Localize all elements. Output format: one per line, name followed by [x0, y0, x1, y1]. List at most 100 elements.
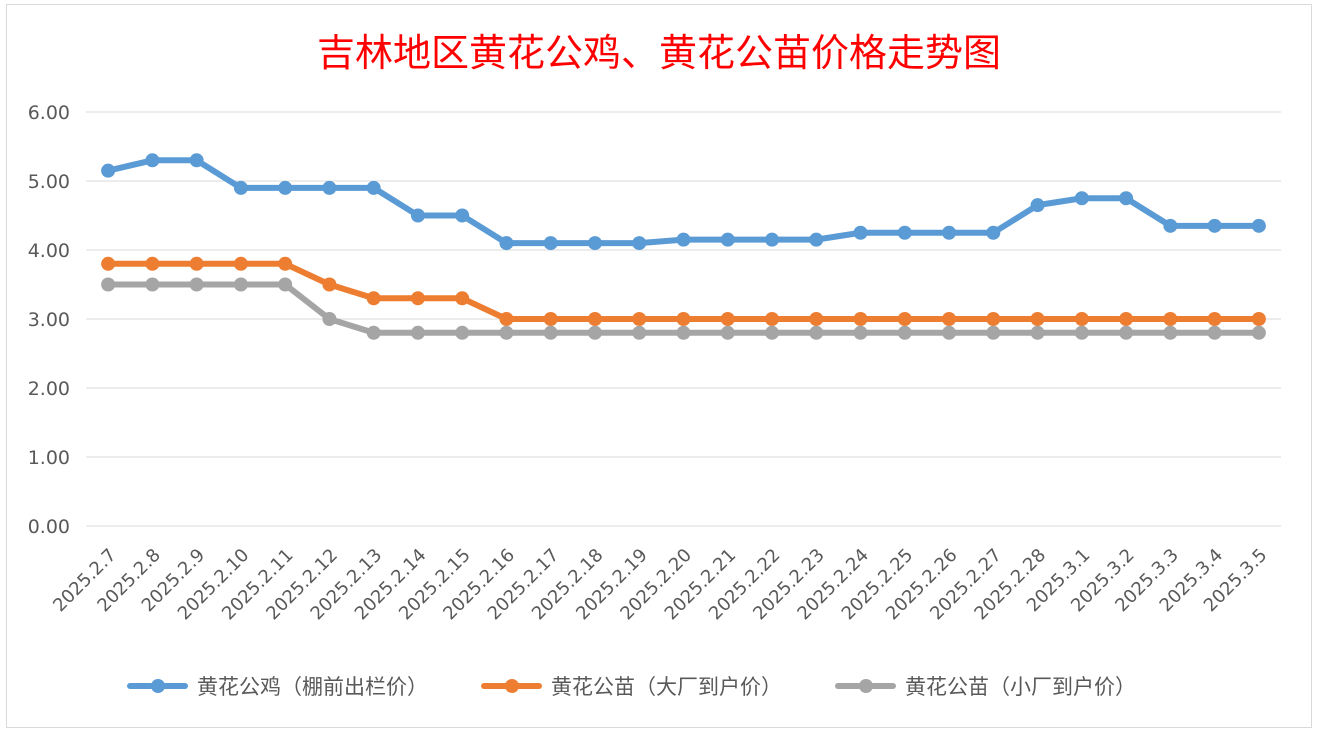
data-point: [322, 312, 337, 326]
chart-title: 吉林地区黄花公鸡、黄花公苗价格走势图: [316, 31, 1001, 75]
data-point: [765, 325, 780, 340]
y-tick-label: 1.00: [28, 447, 70, 469]
data-point: [145, 256, 160, 271]
data-point: [1207, 312, 1222, 326]
data-point: [809, 325, 824, 340]
data-point: [853, 225, 868, 240]
data-point: [986, 225, 1001, 240]
data-point: [986, 312, 1001, 326]
data-point: [632, 236, 647, 251]
series-1: [101, 153, 1266, 251]
data-point: [632, 325, 647, 340]
data-point: [410, 291, 425, 306]
data-point: [942, 325, 957, 340]
data-point: [366, 180, 381, 195]
data-point: [543, 312, 558, 326]
data-point: [145, 277, 160, 292]
data-point: [455, 208, 470, 223]
data-point: [1163, 312, 1178, 326]
data-point: [1074, 191, 1089, 206]
data-point: [101, 256, 116, 271]
data-point: [1074, 312, 1089, 326]
data-point: [809, 312, 824, 326]
y-tick-label: 5.00: [28, 171, 70, 193]
legend-marker: [505, 679, 519, 693]
x-axis: 2025.2.72025.2.82025.2.92025.2.102025.2.…: [49, 545, 1271, 625]
series-2: [101, 256, 1266, 326]
data-point: [101, 277, 116, 292]
data-point: [189, 153, 204, 168]
data-point: [897, 225, 912, 240]
data-point: [366, 291, 381, 306]
data-point: [145, 153, 160, 168]
chart-area: [6, 4, 1312, 728]
data-point: [455, 325, 470, 340]
data-point: [233, 180, 248, 195]
data-point: [499, 312, 514, 326]
data-point: [765, 312, 780, 326]
legend-label: 黄花公鸡（棚前出栏价）: [197, 675, 428, 699]
y-tick-label: 3.00: [28, 309, 70, 331]
data-point: [676, 232, 691, 247]
data-point: [366, 325, 381, 340]
data-point: [322, 277, 337, 292]
data-point: [1030, 325, 1045, 340]
series-3: [101, 277, 1266, 340]
data-point: [410, 325, 425, 340]
data-point: [410, 208, 425, 223]
data-point: [720, 232, 735, 247]
legend-label: 黄花公苗（大厂到户价）: [551, 675, 782, 699]
data-point: [278, 256, 293, 271]
data-point: [587, 312, 602, 326]
data-point: [720, 312, 735, 326]
data-point: [942, 225, 957, 240]
legend-item: 黄花公苗（小厂到户价）: [835, 675, 1136, 699]
data-point: [543, 236, 558, 251]
data-point: [676, 325, 691, 340]
legend-marker: [151, 679, 165, 693]
legend-item: 黄花公鸡（棚前出栏价）: [127, 675, 428, 699]
data-point: [189, 256, 204, 271]
data-point: [853, 312, 868, 326]
data-point: [1030, 312, 1045, 326]
data-point: [233, 256, 248, 271]
data-point: [278, 277, 293, 292]
data-point: [1163, 218, 1178, 233]
data-point: [1163, 325, 1178, 340]
legend-item: 黄花公苗（大厂到户价）: [481, 675, 782, 699]
data-point: [1119, 191, 1134, 206]
data-point: [1030, 198, 1045, 213]
data-point: [233, 277, 248, 292]
data-point: [897, 325, 912, 340]
data-point: [897, 312, 912, 326]
data-point: [1251, 218, 1266, 233]
y-tick-label: 4.00: [28, 240, 70, 262]
data-point: [942, 312, 957, 326]
data-point: [986, 325, 1001, 340]
data-point: [765, 232, 780, 247]
data-point: [1119, 312, 1134, 326]
data-point: [455, 291, 470, 306]
legend-marker: [859, 679, 873, 693]
data-point: [1074, 325, 1089, 340]
data-point: [322, 180, 337, 195]
data-point: [499, 236, 514, 251]
data-point: [189, 277, 204, 292]
y-tick-label: 2.00: [28, 378, 70, 400]
data-point: [1207, 325, 1222, 340]
data-point: [1207, 218, 1222, 233]
data-point: [720, 325, 735, 340]
data-point: [587, 236, 602, 251]
data-point: [543, 325, 558, 340]
data-point: [101, 163, 116, 178]
data-point: [853, 325, 868, 340]
data-point: [587, 325, 602, 340]
data-point: [499, 325, 514, 340]
series-line: [105, 260, 1262, 322]
data-point: [676, 312, 691, 326]
data-point: [1251, 325, 1266, 340]
data-point: [809, 232, 824, 247]
data-point: [1251, 312, 1266, 326]
y-axis: 0.00 1.00 2.00 3.00 4.00 5.00 6.00: [28, 102, 70, 538]
